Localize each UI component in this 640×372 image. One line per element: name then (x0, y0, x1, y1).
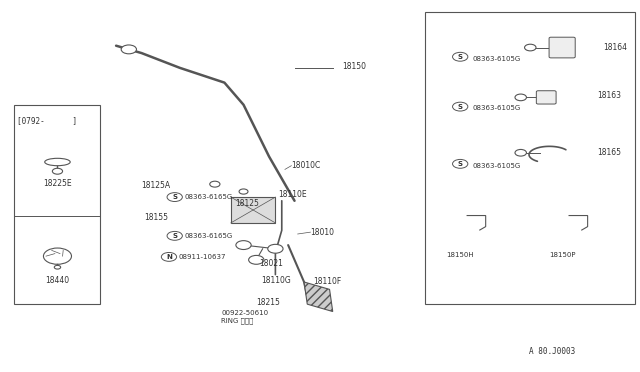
Text: 18010C: 18010C (291, 161, 321, 170)
Text: S: S (458, 54, 463, 60)
Circle shape (54, 265, 61, 269)
Text: 18155: 18155 (145, 213, 168, 222)
Circle shape (515, 150, 527, 156)
Text: 08363-6165G: 08363-6165G (185, 194, 233, 200)
Text: A 80.J0003: A 80.J0003 (529, 347, 575, 356)
Text: S: S (458, 161, 463, 167)
Circle shape (525, 44, 536, 51)
Circle shape (236, 241, 251, 250)
Text: 18225E: 18225E (43, 179, 72, 187)
Text: S: S (172, 194, 177, 200)
Text: 18215: 18215 (256, 298, 280, 307)
Circle shape (452, 102, 468, 111)
Text: 18125: 18125 (236, 199, 259, 208)
Text: 08363-6105G: 08363-6105G (473, 56, 521, 62)
Text: 00922-50610: 00922-50610 (221, 310, 268, 316)
Text: 18150H: 18150H (446, 253, 474, 259)
FancyBboxPatch shape (549, 37, 575, 58)
Text: 18440: 18440 (45, 276, 70, 285)
Text: 18110F: 18110F (314, 278, 342, 286)
Text: 18150P: 18150P (549, 253, 575, 259)
Text: 08911-10637: 08911-10637 (179, 254, 226, 260)
Text: S: S (458, 104, 463, 110)
Text: S: S (172, 233, 177, 239)
Circle shape (167, 193, 182, 202)
Text: 18125A: 18125A (141, 182, 170, 190)
Circle shape (121, 45, 136, 54)
Circle shape (239, 189, 248, 194)
Polygon shape (304, 282, 333, 311)
FancyBboxPatch shape (536, 91, 556, 104)
Circle shape (167, 231, 182, 240)
Text: N: N (166, 254, 172, 260)
Text: 08363-6105G: 08363-6105G (473, 106, 521, 112)
Text: 18010: 18010 (310, 228, 335, 237)
Text: [0792-      ]: [0792- ] (17, 116, 77, 125)
Text: 18163: 18163 (597, 91, 621, 100)
Circle shape (452, 160, 468, 168)
Circle shape (210, 181, 220, 187)
Circle shape (515, 94, 527, 101)
Text: 18110E: 18110E (278, 190, 307, 199)
Circle shape (452, 52, 468, 61)
Circle shape (248, 256, 264, 264)
Circle shape (44, 248, 72, 264)
Bar (425, 13, 636, 304)
Ellipse shape (45, 158, 70, 166)
Text: 18110G: 18110G (261, 276, 291, 285)
Text: 08363-6105G: 08363-6105G (473, 163, 521, 169)
Text: RING リング: RING リング (221, 317, 253, 324)
Circle shape (268, 244, 283, 253)
Circle shape (52, 168, 63, 174)
Text: 18164: 18164 (604, 43, 628, 52)
Text: 18150: 18150 (342, 61, 366, 71)
Circle shape (161, 253, 177, 261)
Text: 18165: 18165 (597, 148, 621, 157)
Text: 08363-6165G: 08363-6165G (185, 233, 233, 239)
Text: 18021: 18021 (259, 259, 284, 268)
Bar (231, 197, 275, 223)
Bar (14, 105, 100, 304)
